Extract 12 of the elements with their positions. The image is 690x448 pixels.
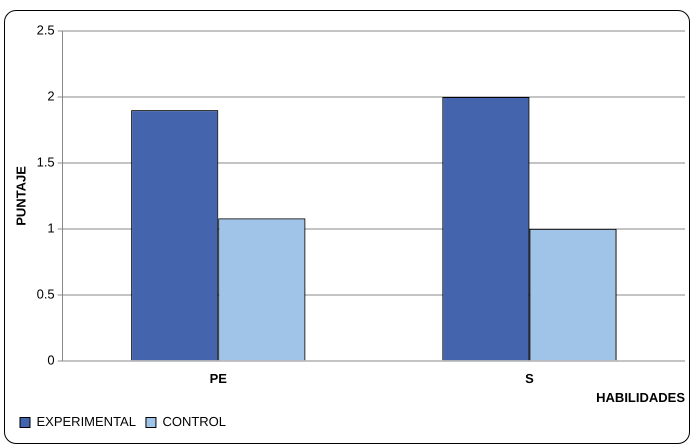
y-tick-label: 1 — [47, 220, 55, 236]
x-tick-label: S — [525, 371, 534, 386]
legend-label: CONTROL — [162, 414, 226, 430]
y-tick-label: 1.5 — [36, 154, 55, 170]
x-axis-title: HABILIDADES — [596, 390, 686, 405]
x-tick-label: PE — [210, 371, 228, 386]
y-tick-label: 2 — [47, 88, 55, 104]
y-tick-label: 0.5 — [36, 286, 55, 302]
y-tick-label: 2.5 — [36, 22, 55, 38]
legend-label: EXPERIMENTAL — [36, 414, 136, 430]
y-tick-label: 0 — [47, 352, 55, 368]
y-axis-title: PUNTAJE — [13, 166, 28, 226]
